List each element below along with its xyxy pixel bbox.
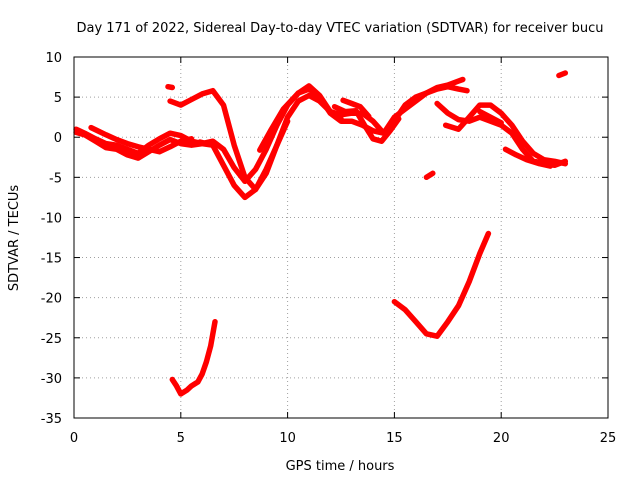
y-tick-label: -35 xyxy=(41,412,62,427)
x-tick-label: 10 xyxy=(279,431,296,446)
y-tick-label: -15 xyxy=(41,252,62,267)
y-tick-label: -5 xyxy=(49,171,62,186)
x-axis-label: GPS time / hours xyxy=(286,459,395,474)
series-trace-n xyxy=(391,230,492,339)
tick-labels: 0 5 10 15 20 25 10 5 0 -5 -10 -15 -20 -25 -30 -35 xyxy=(41,51,617,446)
series-trace-m xyxy=(169,318,218,397)
series-trace-h xyxy=(340,97,372,120)
chart-title: Day 171 of 2022, Sidereal Day-to-day VTE… xyxy=(76,21,603,36)
series-trace-q xyxy=(556,70,569,79)
y-tick-label: -25 xyxy=(41,332,62,347)
series-trace-k xyxy=(477,108,504,126)
series-trace-g xyxy=(331,103,402,144)
y-tick-label: 5 xyxy=(54,91,62,106)
x-tick-label: 20 xyxy=(493,431,510,446)
series-trace-l xyxy=(502,146,554,169)
series-trace-p xyxy=(423,170,436,181)
data-series xyxy=(73,70,569,397)
series-trace-j xyxy=(442,102,569,167)
series-trace-f xyxy=(257,83,344,153)
y-tick-label: -10 xyxy=(41,211,62,226)
series-trace-e xyxy=(197,118,291,201)
y-tick-label: 10 xyxy=(45,51,62,66)
y-tick-label: -20 xyxy=(41,292,62,307)
x-tick-label: 15 xyxy=(386,431,403,446)
x-tick-label: 5 xyxy=(177,431,185,446)
y-tick-label: 0 xyxy=(54,131,62,146)
x-tick-label: 25 xyxy=(600,431,617,446)
series-trace-o xyxy=(165,83,176,91)
x-tick-label: 0 xyxy=(70,431,78,446)
series-trace-d xyxy=(167,83,470,193)
y-axis-label: SDTVAR / TECUs xyxy=(7,185,22,292)
series-trace-c xyxy=(88,124,195,155)
y-tick-label: -30 xyxy=(41,372,62,387)
plot-frame xyxy=(73,56,609,419)
